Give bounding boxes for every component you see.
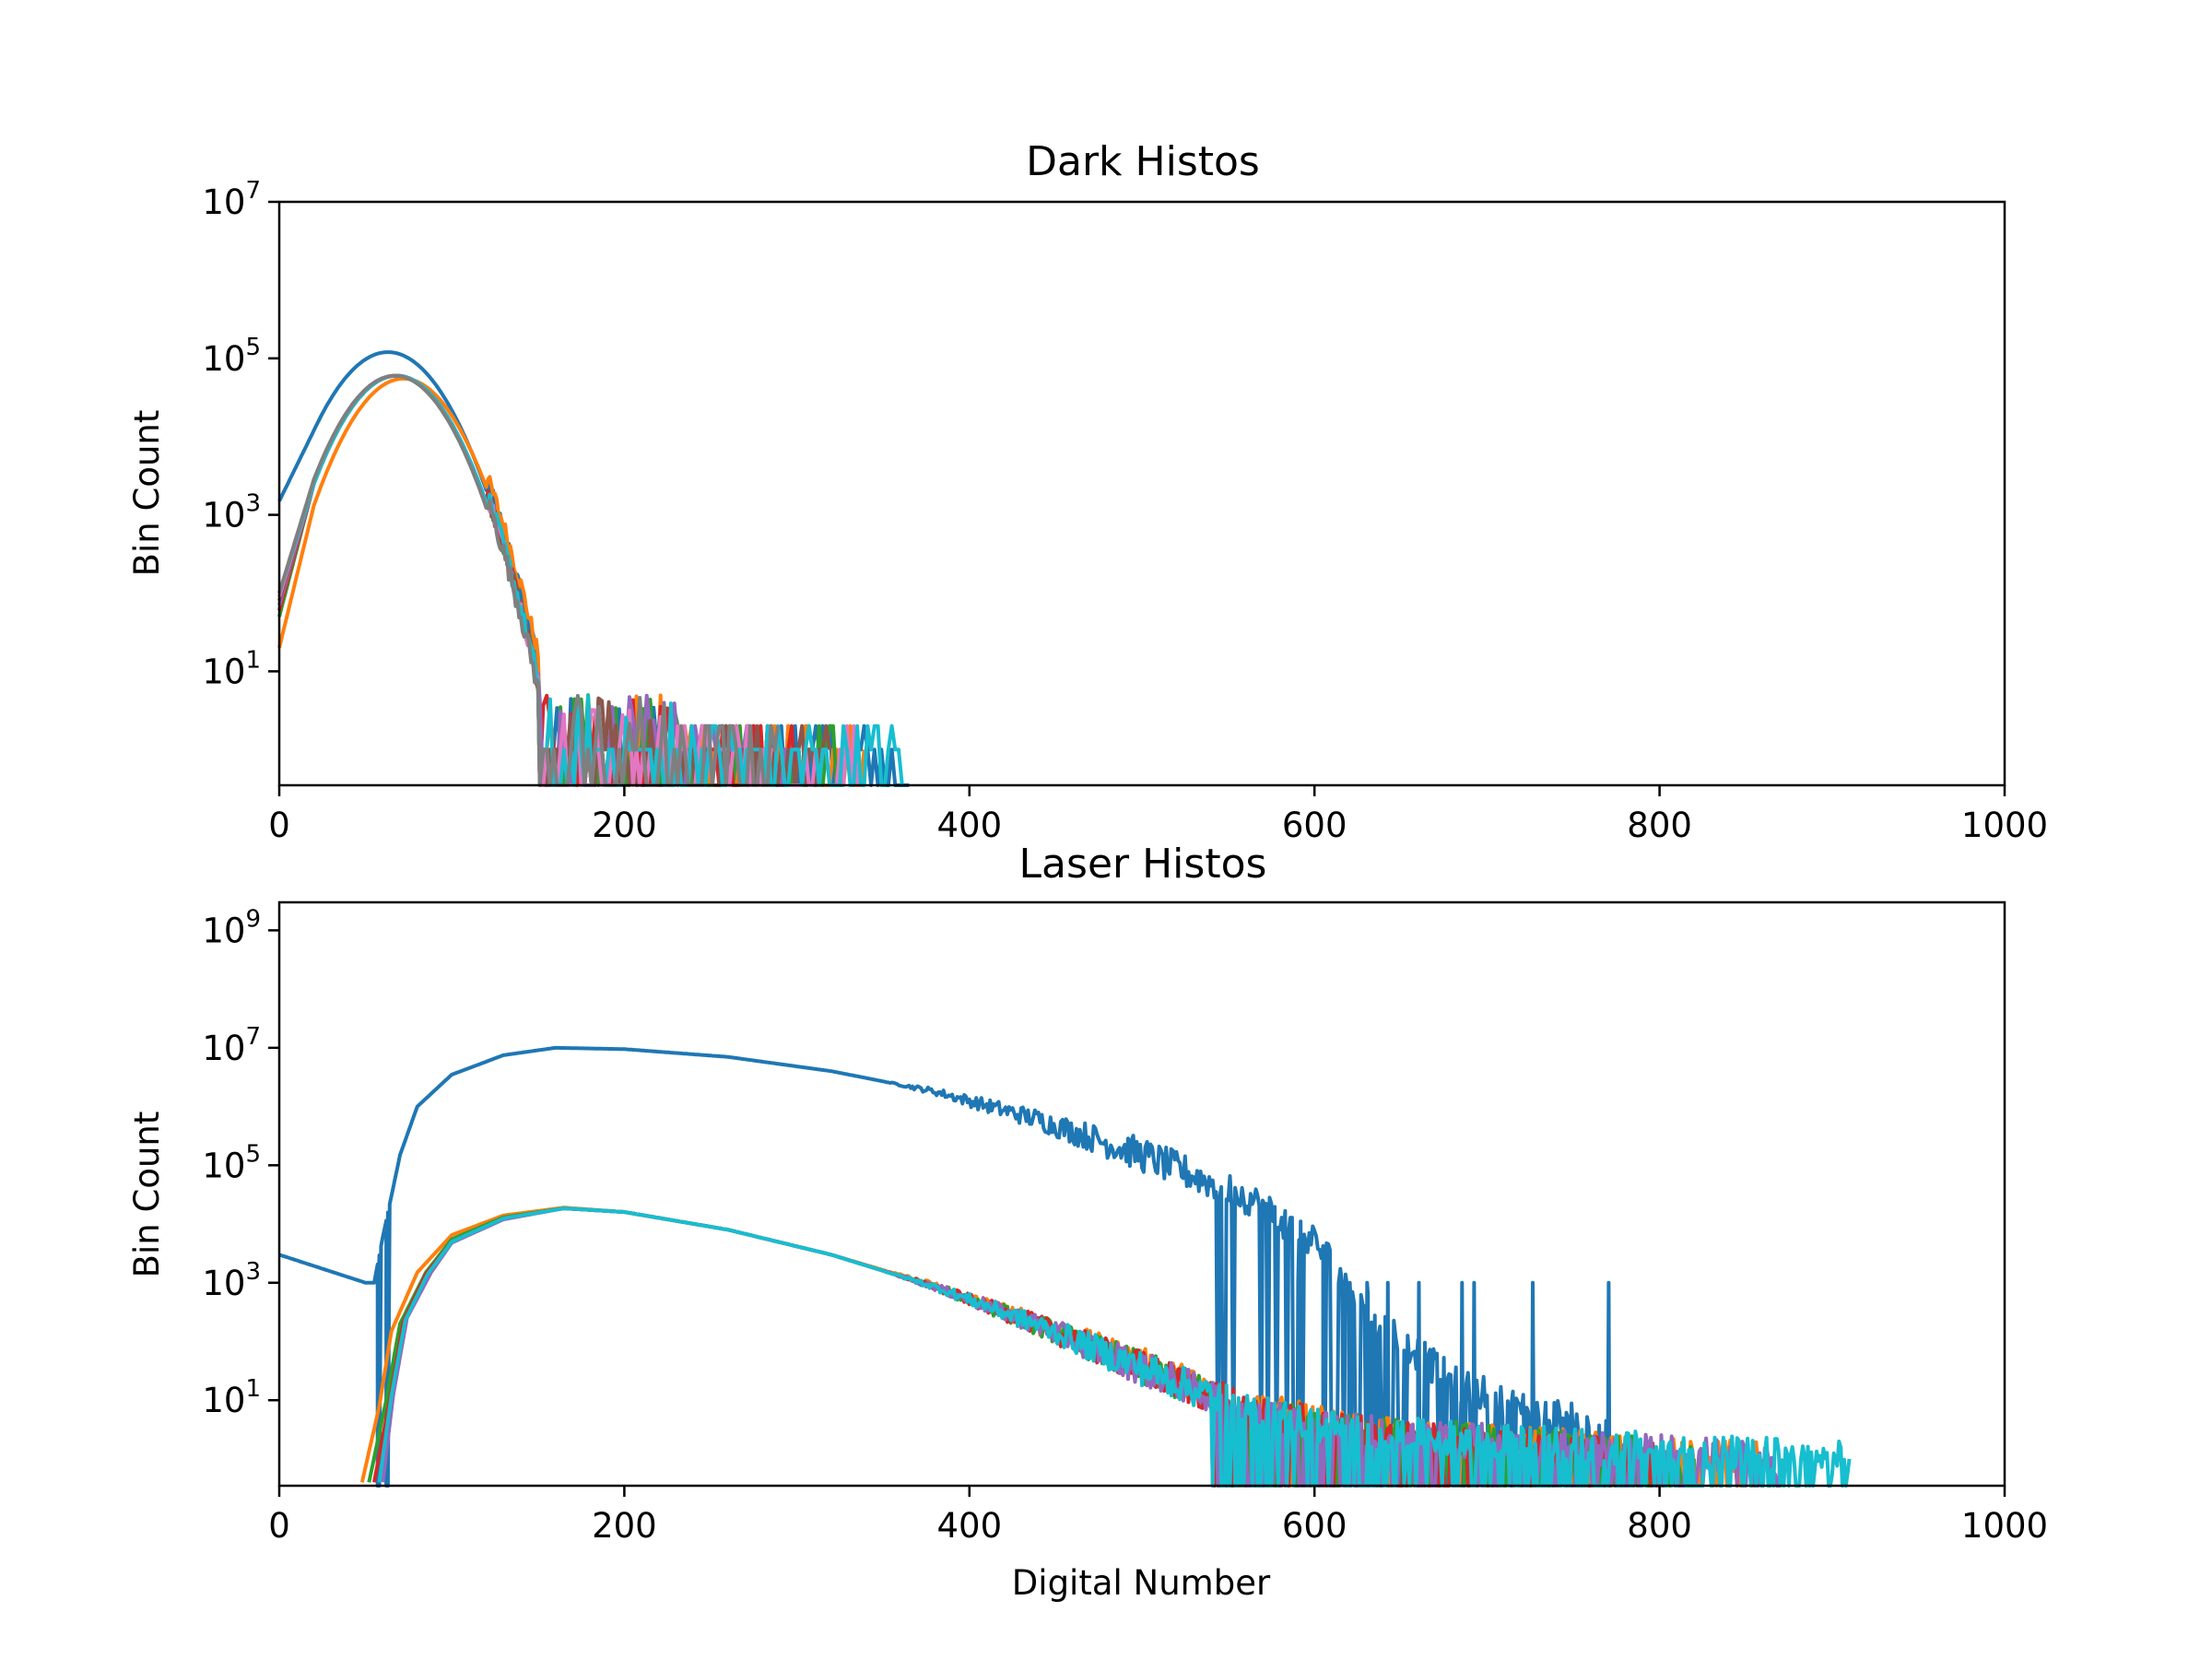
- dark-histos-ticks: 0 200 400 600 800 1000 101 103 105 107: [202, 177, 2048, 845]
- dark-histos-panel: Dark Histos Bin Count 0 200 400 600 800 1000 1…: [127, 138, 2048, 845]
- laser-histos-series-group: [278, 1045, 1852, 1488]
- xtick-label: 1000: [1961, 1506, 2048, 1546]
- dark-histos-frame: [277, 200, 2006, 787]
- ytick-label: 103: [202, 1258, 261, 1303]
- xtick-label: 800: [1627, 1506, 1692, 1546]
- laser-histos-xlabel: Digital Number: [1012, 1563, 1271, 1603]
- laser-histos-panel: Laser Histos Bin Count Digital Number 0 2…: [127, 841, 2048, 1603]
- series-5-line: [377, 1206, 1852, 1488]
- ytick-label: 107: [202, 1023, 261, 1068]
- ytick-label: 101: [202, 646, 261, 691]
- dark-histos-series-group: [277, 350, 910, 787]
- dark-histos-ylabel: Bin Count: [127, 410, 167, 577]
- xtick-label: 600: [1282, 806, 1347, 845]
- laser-histos-ylabel: Bin Count: [127, 1112, 167, 1278]
- xtick-label: 0: [268, 1506, 290, 1546]
- ytick-label: 107: [202, 177, 261, 222]
- xtick-label: 1000: [1961, 806, 2048, 845]
- xtick-label: 200: [592, 806, 657, 845]
- series-3-line: [277, 373, 813, 787]
- xtick-label: 600: [1282, 1506, 1347, 1546]
- series-7-line: [277, 373, 904, 787]
- ytick-label: 103: [202, 490, 261, 535]
- ytick-label: 101: [202, 1375, 261, 1420]
- laser-histos-title: Laser Histos: [1019, 841, 1267, 888]
- ytick-label: 105: [202, 334, 261, 379]
- xtick-label: 400: [936, 806, 1002, 845]
- series-8-line: [277, 373, 780, 787]
- dark-histos-title: Dark Histos: [1026, 138, 1260, 185]
- xtick-label: 0: [268, 806, 290, 845]
- xtick-label: 800: [1627, 806, 1692, 845]
- laser-histos-frame: [277, 900, 2006, 1488]
- xtick-label: 400: [936, 1506, 1002, 1546]
- laser-histos-ticks: 0 200 400 600 800 1000 101 103 105 107 109: [202, 905, 2048, 1546]
- ytick-label: 105: [202, 1140, 261, 1185]
- xtick-label: 200: [592, 1506, 657, 1546]
- series-0-line: [278, 1045, 1612, 1488]
- ytick-label: 109: [202, 905, 261, 950]
